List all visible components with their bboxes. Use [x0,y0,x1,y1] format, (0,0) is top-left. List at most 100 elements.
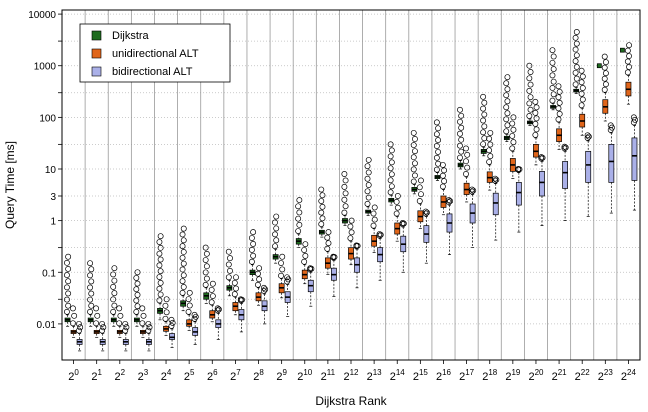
outlier-point [441,178,448,185]
outlier-point [88,278,95,285]
outlier-point [503,104,510,111]
outlier-point [202,281,209,288]
outlier-point [394,204,401,211]
outlier-point [487,129,494,136]
outlier-point [319,215,326,222]
outlier-point [555,94,562,101]
outlier-point [480,105,487,112]
outlier-point [353,242,360,249]
outlier-point [202,257,209,263]
outlier-point [93,305,100,312]
outlier-point [602,70,609,77]
outlier-point [87,260,94,267]
x-tick-label: 219 [505,368,521,383]
outlier-point [145,320,152,327]
legend-swatch-bidirectional-alt [91,66,102,77]
outlier-point [133,274,140,281]
outlier-point [180,272,187,279]
x-tick-label: 217 [459,368,475,383]
outlier-point [411,148,418,155]
outlier-point [578,90,585,97]
outlier-point [341,196,348,203]
outlier-point [573,75,580,82]
outlier-point [416,198,423,204]
outlier-point [116,320,123,327]
outlier-point [492,175,499,182]
outlier-point [296,221,303,228]
outlier-point [532,98,539,105]
outlier-point [76,320,82,327]
outlier-point [319,203,326,210]
outlier-point [572,81,579,88]
outlier-point [503,116,510,123]
outlier-point [133,308,140,315]
outlier-point [256,276,263,283]
outlier-point [180,237,187,244]
outlier-point [203,263,210,270]
outlier-point [179,243,186,250]
outlier-point [214,305,221,312]
outlier-point [549,59,556,66]
outlier-point [510,126,517,133]
outlier-point [63,272,70,279]
outlier-point [348,217,355,224]
outlier-point [626,63,632,70]
outlier-point [602,81,609,88]
outlier-point [510,139,517,146]
outlier-point [156,285,163,292]
outlier-point [341,183,348,190]
outlier-point [573,29,580,35]
outlier-point [208,286,215,293]
outlier-point [231,279,238,286]
outlier-point [203,250,210,257]
outlier-point [387,153,394,160]
outlier-point [65,253,72,260]
outlier-point [550,66,557,73]
outlier-point [445,199,452,206]
outlier-point [435,148,442,155]
x-tick-label: 210 [297,368,313,383]
outlier-point [65,302,72,309]
outlier-point [302,241,309,248]
outlier-point [186,302,193,309]
outlier-point [254,281,261,288]
outlier-point [76,327,82,334]
outlier-point [388,147,395,154]
outlier-point [387,177,394,184]
outlier-point [416,184,423,191]
outlier-point [393,210,400,217]
outlier-point [556,110,563,117]
outlier-point [480,141,487,148]
outlier-point [215,306,222,313]
outlier-point [439,161,446,168]
outlier-point [457,106,463,113]
outlier-point [630,114,637,121]
outlier-point [504,98,511,105]
outlier-point [509,145,516,152]
outlier-point [435,137,442,144]
x-tick-label: 223 [598,368,614,383]
box [169,333,175,340]
outlier-point [504,122,511,129]
outlier-point [179,266,186,273]
x-tick-label: 25 [184,368,195,383]
legend: Dijkstra unidirectional ALT bidirectiona… [79,23,231,83]
legend-label-unidirectional-alt: unidirectional ALT [112,48,199,60]
outlier-point [447,198,454,205]
outlier-point [550,78,557,85]
outlier-point [284,274,291,281]
outlier-point [549,85,556,91]
outlier-point [572,58,579,65]
outlier-point [480,117,487,124]
outlier-point [256,265,263,272]
outlier-point [387,165,394,172]
outlier-point [65,266,72,272]
outlier-point [254,270,261,277]
outlier-point [470,187,477,194]
outlier-point [364,163,371,170]
outlier-point [464,164,471,171]
outlier-point [481,135,488,142]
box [515,182,522,206]
x-tick-label: 22 [115,368,126,383]
outlier-point [486,147,493,154]
